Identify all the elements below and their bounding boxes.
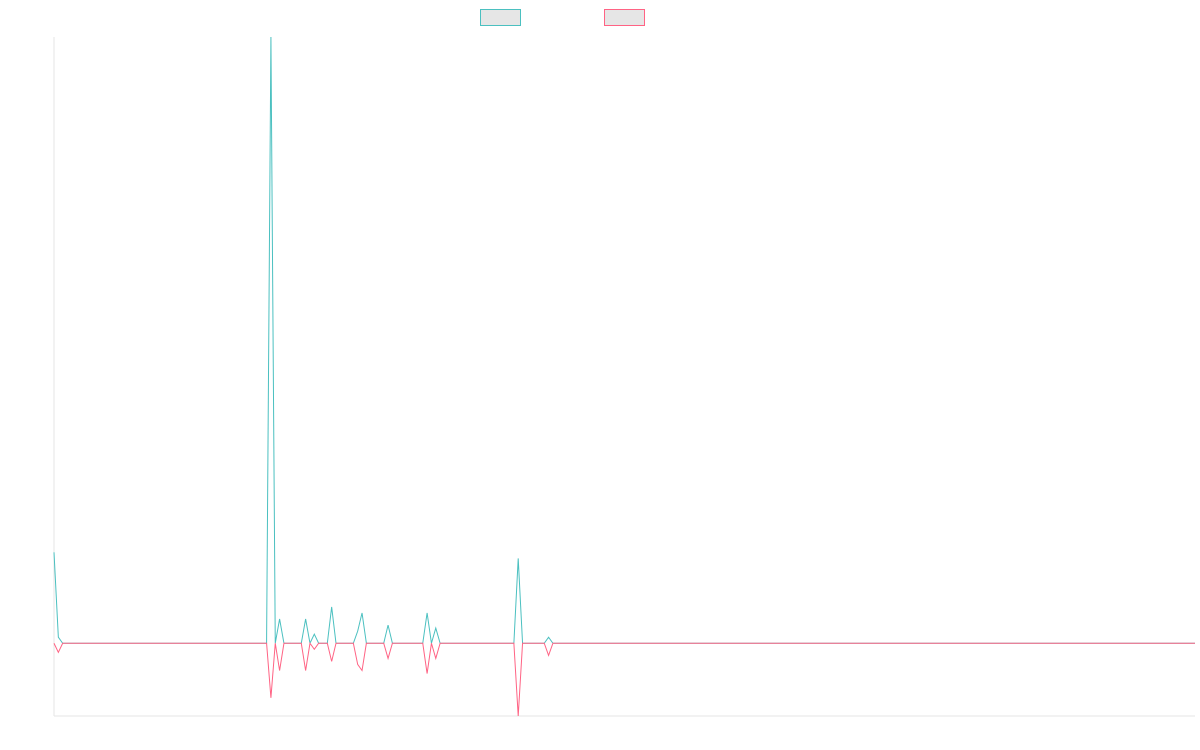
series-line <box>53 641 1195 717</box>
legend-swatch[interactable] <box>604 9 645 26</box>
series-line <box>53 36 1195 645</box>
legend-swatch[interactable] <box>480 9 521 26</box>
